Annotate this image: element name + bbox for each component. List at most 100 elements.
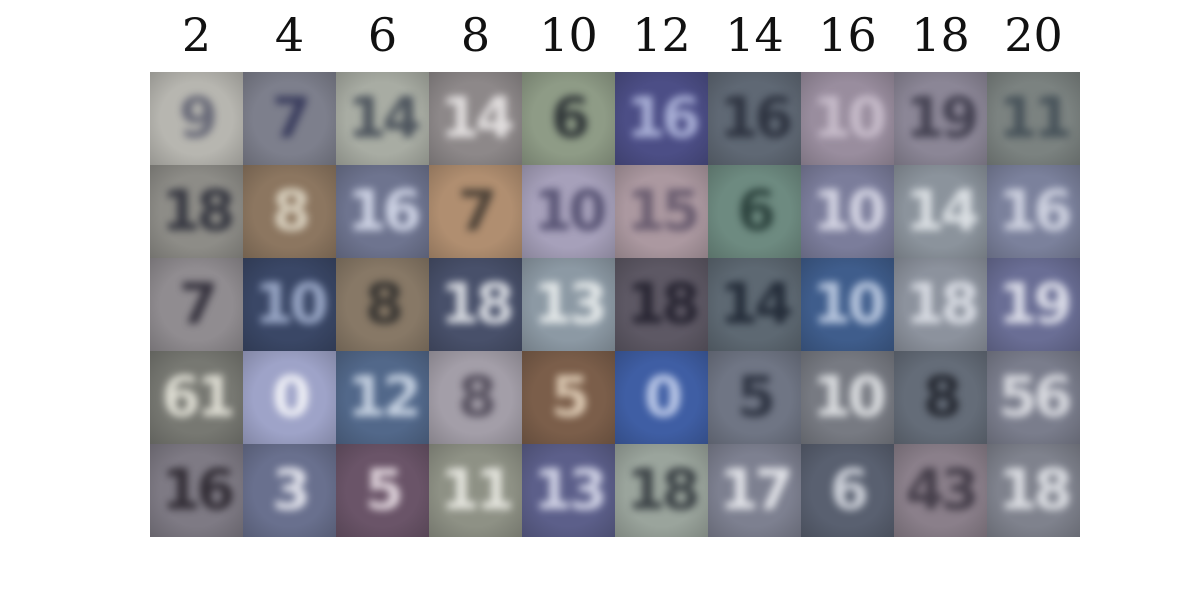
blurred-digit-image: 5: [737, 365, 776, 430]
blurred-digit-image: 18: [440, 272, 515, 337]
digit-tile: 18: [615, 258, 708, 351]
digit-tile: 13: [522, 444, 615, 537]
digit-tile: 19: [894, 72, 987, 165]
blurred-digit-image: 10: [812, 272, 887, 337]
digit-tile: 18: [150, 165, 243, 258]
blurred-digit-image: 5: [365, 458, 404, 523]
digit-tile: 16: [987, 165, 1080, 258]
blurred-digit-image: 0: [644, 365, 683, 430]
digit-tile: 8: [243, 165, 336, 258]
column-label: 10: [539, 8, 598, 62]
digit-tile: 10: [522, 165, 615, 258]
blurred-digit-image: 10: [812, 179, 887, 244]
blurred-digit-image: 0: [272, 365, 311, 430]
digit-tile: 0: [615, 351, 708, 444]
blurred-digit-image: 9: [179, 86, 218, 151]
blurred-digit-image: 10: [812, 365, 887, 430]
blurred-digit-image: 18: [161, 179, 236, 244]
blurred-digit-image: 12: [347, 365, 422, 430]
blurred-digit-image: 7: [272, 86, 311, 151]
digit-tile: 10: [801, 165, 894, 258]
digit-tile: 18: [615, 444, 708, 537]
blurred-digit-image: 8: [458, 365, 497, 430]
digit-tile: 16: [615, 72, 708, 165]
blurred-digit-image: 15: [626, 179, 701, 244]
blurred-digit-image: 14: [719, 272, 794, 337]
digit-tile: 19: [987, 258, 1080, 351]
blurred-digit-image: 16: [161, 458, 236, 523]
blurred-digit-image: 16: [626, 86, 701, 151]
blurred-digit-image: 8: [272, 179, 311, 244]
column-label: 6: [367, 8, 398, 62]
digit-tile: 7: [429, 165, 522, 258]
digit-tile: 14: [708, 258, 801, 351]
digit-tile: 11: [987, 72, 1080, 165]
blurred-digit-image: 18: [905, 272, 980, 337]
blurred-digit-image: 18: [626, 458, 701, 523]
digit-tile: 16: [150, 444, 243, 537]
blurred-digit-image: 17: [719, 458, 794, 523]
digit-tile: 18: [429, 258, 522, 351]
digit-tile: 10: [801, 351, 894, 444]
digit-tile: 8: [429, 351, 522, 444]
digit-tile: 5: [336, 444, 429, 537]
column-label: 18: [911, 8, 970, 62]
blurred-digit-image: 61: [161, 365, 236, 430]
digit-tile: 16: [336, 165, 429, 258]
column-label: 4: [274, 8, 305, 62]
digit-tile: 14: [429, 72, 522, 165]
digit-tile: 56: [987, 351, 1080, 444]
blurred-digit-image: 16: [347, 179, 422, 244]
blurred-digit-image: 7: [179, 272, 218, 337]
digit-tile: 6: [708, 165, 801, 258]
blurred-digit-image: 16: [719, 86, 794, 151]
column-label: 14: [725, 8, 784, 62]
digit-tile: 10: [801, 72, 894, 165]
blurred-digit-image: 11: [440, 458, 515, 523]
column-label: 16: [818, 8, 877, 62]
blurred-digit-image: 19: [998, 272, 1073, 337]
blurred-digit-image: 11: [998, 86, 1073, 151]
blurred-digit-image: 10: [254, 272, 329, 337]
digit-tile: 17: [708, 444, 801, 537]
column-label: 12: [632, 8, 691, 62]
blurred-digit-image: 13: [533, 458, 608, 523]
digit-tile: 8: [336, 258, 429, 351]
digit-tile: 18: [987, 444, 1080, 537]
blurred-digit-image: 8: [365, 272, 404, 337]
digit-tile: 13: [522, 258, 615, 351]
blurred-digit-image: 14: [440, 86, 515, 151]
blurred-digit-image: 8: [923, 365, 962, 430]
digit-tile: 0: [243, 351, 336, 444]
digit-tile: 6: [522, 72, 615, 165]
digit-tile: 61: [150, 351, 243, 444]
blurred-digit-image: 6: [737, 179, 776, 244]
blurred-digit-image: 10: [533, 179, 608, 244]
blurred-digit-image: 18: [998, 458, 1073, 523]
digit-tile: 11: [429, 444, 522, 537]
blurred-digit-image: 7: [458, 179, 497, 244]
digit-tile: 7: [150, 258, 243, 351]
blurred-digit-image: 14: [905, 179, 980, 244]
digit-tile: 10: [243, 258, 336, 351]
blurred-digit-image: 10: [812, 86, 887, 151]
digit-tile: 43: [894, 444, 987, 537]
blurred-digit-image: 18: [626, 272, 701, 337]
blurred-digit-image: 43: [905, 458, 980, 523]
digit-tile: 7: [243, 72, 336, 165]
blurred-digit-image: 13: [533, 272, 608, 337]
column-label: 20: [1004, 8, 1063, 62]
digit-tile: 12: [336, 351, 429, 444]
digit-tile: 15: [615, 165, 708, 258]
blurred-digit-image: 6: [830, 458, 869, 523]
blurred-digit-image: 6: [551, 86, 590, 151]
digit-tile: 5: [522, 351, 615, 444]
digit-tile: 10: [801, 258, 894, 351]
column-label: 2: [181, 8, 212, 62]
digit-tile: 14: [894, 165, 987, 258]
digit-tile: 18: [894, 258, 987, 351]
blurred-digit-image: 16: [998, 179, 1073, 244]
digit-tile: 3: [243, 444, 336, 537]
digit-tile: 5: [708, 351, 801, 444]
